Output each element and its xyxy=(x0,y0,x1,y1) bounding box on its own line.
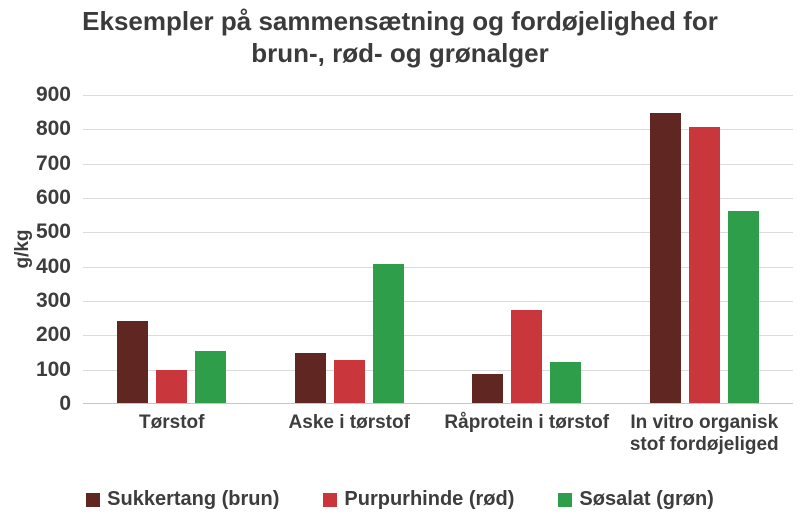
bar xyxy=(195,351,227,403)
legend-label: Purpurhinde (rød) xyxy=(344,488,515,510)
bar xyxy=(550,362,582,403)
x-axis-line xyxy=(83,403,793,404)
legend-swatch xyxy=(558,492,573,507)
legend: Sukkertang (brun) Purpurhinde (rød) Søsala… xyxy=(0,488,800,511)
legend-item: Sukkertang (brun) xyxy=(86,488,279,511)
y-tick-label: 600 xyxy=(35,186,71,209)
legend-swatch xyxy=(323,492,338,507)
y-tick-label: 700 xyxy=(35,151,71,175)
x-category-label: In vitro organisk stof fordøjeliged xyxy=(629,412,779,455)
gridline xyxy=(83,301,793,302)
y-tick-label: 100 xyxy=(35,357,71,381)
gridline xyxy=(83,95,793,96)
bar-group xyxy=(438,94,616,403)
gridline xyxy=(83,335,793,337)
gridline xyxy=(83,129,793,131)
bar xyxy=(727,211,759,403)
gridline xyxy=(83,163,793,165)
y-tick-label: 800 xyxy=(35,117,71,141)
y-tick-label: 900 xyxy=(35,83,71,106)
bar-group xyxy=(83,94,261,403)
y-tick-label: 0 xyxy=(59,392,71,415)
bar-group xyxy=(261,94,439,403)
x-category-label: Tørstof xyxy=(139,412,205,433)
bar xyxy=(294,353,326,403)
y-tick-label: 200 xyxy=(35,323,71,347)
legend-label: Sukkertang (brun) xyxy=(107,488,280,510)
gridline xyxy=(83,198,793,199)
bar xyxy=(649,113,681,403)
plot-area xyxy=(83,95,793,404)
x-category-label: Råprotein i tørstof xyxy=(444,412,610,433)
legend-swatch xyxy=(86,492,101,507)
gridline xyxy=(83,232,793,234)
legend-item: Søsalat (grøn) xyxy=(558,488,714,511)
chart-title: Eksempler på sammensætning og fordøjelig… xyxy=(82,6,718,68)
bar xyxy=(688,127,720,403)
bar xyxy=(372,264,404,403)
y-tick-label: 400 xyxy=(35,254,71,278)
gridline xyxy=(83,266,793,268)
bar xyxy=(472,374,504,403)
bar-group xyxy=(616,94,794,403)
bar xyxy=(333,360,365,403)
bar xyxy=(156,370,188,403)
x-category-label: Aske i tørstof xyxy=(288,412,410,433)
gridline xyxy=(83,369,793,371)
legend-item: Purpurhinde (rød) xyxy=(323,488,514,511)
y-tick-label: 500 xyxy=(35,220,71,244)
bar xyxy=(511,310,543,403)
legend-label: Søsalat (grøn) xyxy=(579,488,714,510)
y-tick-label: 300 xyxy=(35,289,71,312)
bar xyxy=(117,321,149,403)
